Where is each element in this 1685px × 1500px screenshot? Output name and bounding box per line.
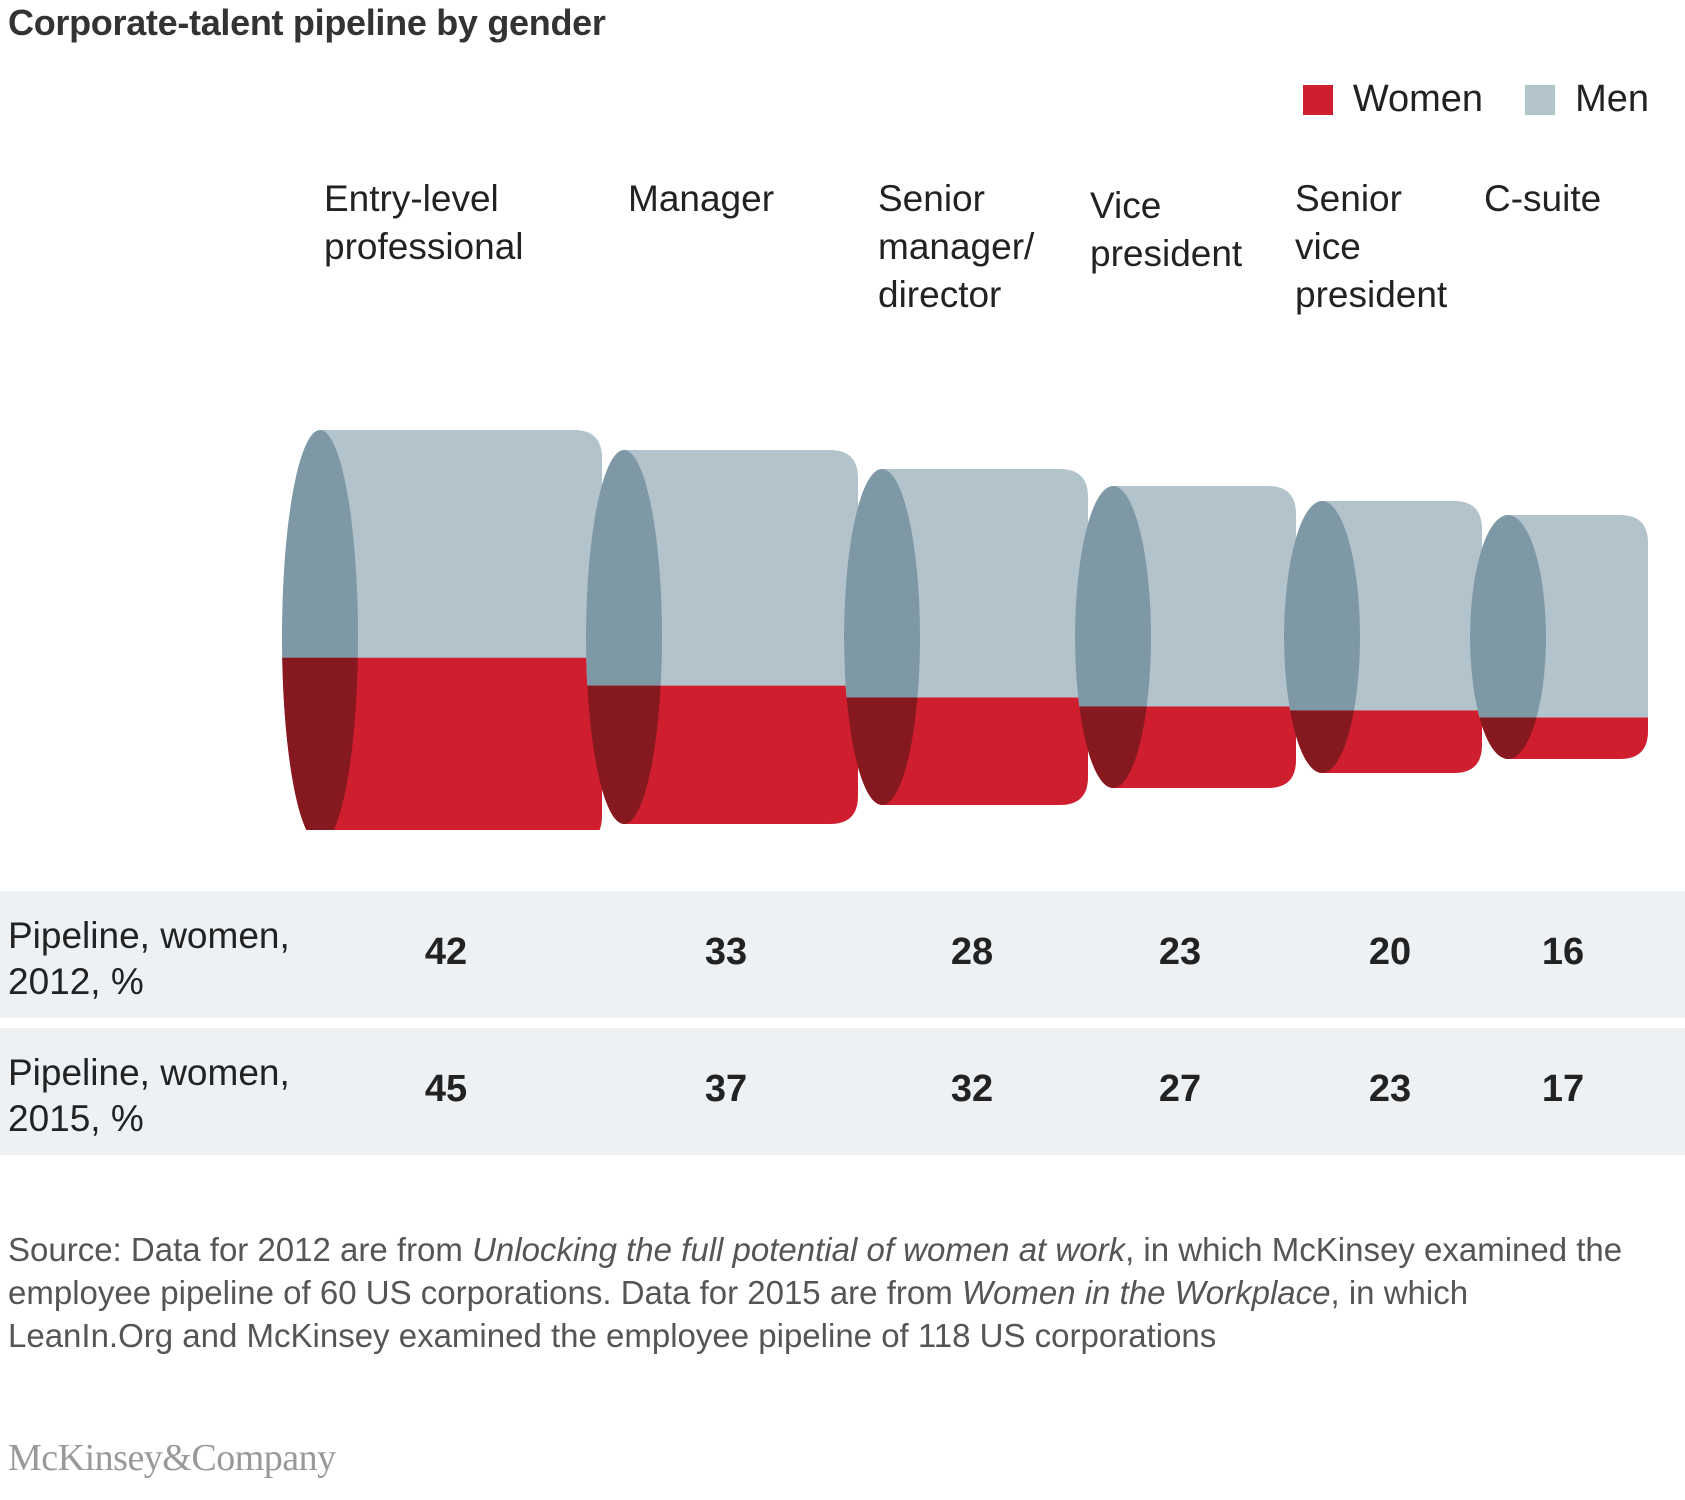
cylinder-end-men-c-suite	[1470, 515, 1546, 718]
chart-title: Corporate-talent pipeline by gender	[8, 2, 606, 43]
legend-swatch-men	[1525, 84, 1556, 115]
table-row-2015: Pipeline, women, 2015, % 45 37 32 27 23 …	[0, 1028, 1685, 1155]
category-label-vice-president: Vice president	[1090, 185, 1243, 274]
cell-2015-c-suite: 17	[1541, 1068, 1585, 1110]
category-label-manager: Manager	[628, 178, 775, 219]
row-label-2015: Pipeline, women, 2015, %	[8, 1052, 290, 1139]
legend: Women Men	[1261, 78, 1649, 121]
cylinder-end-men-senior-vice-president	[1284, 501, 1360, 711]
source-title-2: Women in the Workplace	[961, 1274, 1331, 1311]
pipeline-cylinders	[282, 430, 1648, 830]
legend-label-women: Women	[1352, 78, 1484, 120]
legend-item-men: Men	[1525, 78, 1649, 121]
source-note: Source: Data for 2012 are from Unlocking…	[8, 1228, 1628, 1357]
cylinder-end-c-suite	[1470, 515, 1546, 759]
cell-2015-vice-president: 27	[1158, 1068, 1202, 1110]
cylinder-vice-president	[1075, 486, 1296, 788]
category-label-entry-level: Entry-level professional	[324, 178, 524, 267]
cylinder-senior-vice-president	[1284, 501, 1482, 773]
category-label-c-suite: C-suite	[1484, 178, 1602, 219]
cell-2012-entry-level: 42	[424, 931, 468, 973]
source-title-1: Unlocking the full potential of women at…	[472, 1231, 1126, 1268]
legend-item-women: Women	[1302, 78, 1484, 121]
cell-2012-senior-manager: 28	[950, 931, 994, 973]
mckinsey-logo: McKinsey&Company	[8, 1437, 336, 1479]
cell-2015-senior-vice-president: 23	[1368, 1068, 1412, 1110]
cell-2012-c-suite: 16	[1541, 931, 1585, 973]
cylinder-manager	[586, 450, 858, 824]
cell-2015-senior-manager: 32	[950, 1068, 994, 1110]
legend-label-men: Men	[1575, 78, 1649, 120]
source-prefix: Source: Data for 2012 are from	[8, 1231, 473, 1268]
source-suffix: , in which LeanIn.Org and McKinsey exami…	[8, 1274, 1469, 1354]
row-label-2012: Pipeline, women, 2012, %	[8, 915, 290, 1002]
cell-2015-entry-level: 45	[424, 1068, 468, 1110]
category-label-senior-vice-president: Senior vice president	[1295, 178, 1448, 315]
cell-2015-manager: 37	[704, 1068, 748, 1110]
cell-2012-manager: 33	[704, 931, 748, 973]
category-label-senior-manager: Senior manager/ director	[878, 178, 1035, 315]
cell-2012-vice-president: 23	[1158, 931, 1202, 973]
cylinder-entry-level	[282, 430, 602, 830]
source-middle: , in which McKinsey examined the employe…	[8, 1231, 1623, 1311]
cylinder-c-suite	[1470, 515, 1648, 759]
cell-2012-senior-vice-president: 20	[1368, 931, 1412, 973]
legend-swatch-women	[1302, 84, 1333, 115]
cylinder-senior-manager	[844, 469, 1088, 805]
table-row-2012: Pipeline, women, 2012, % 42 33 28 23 20 …	[0, 891, 1685, 1018]
